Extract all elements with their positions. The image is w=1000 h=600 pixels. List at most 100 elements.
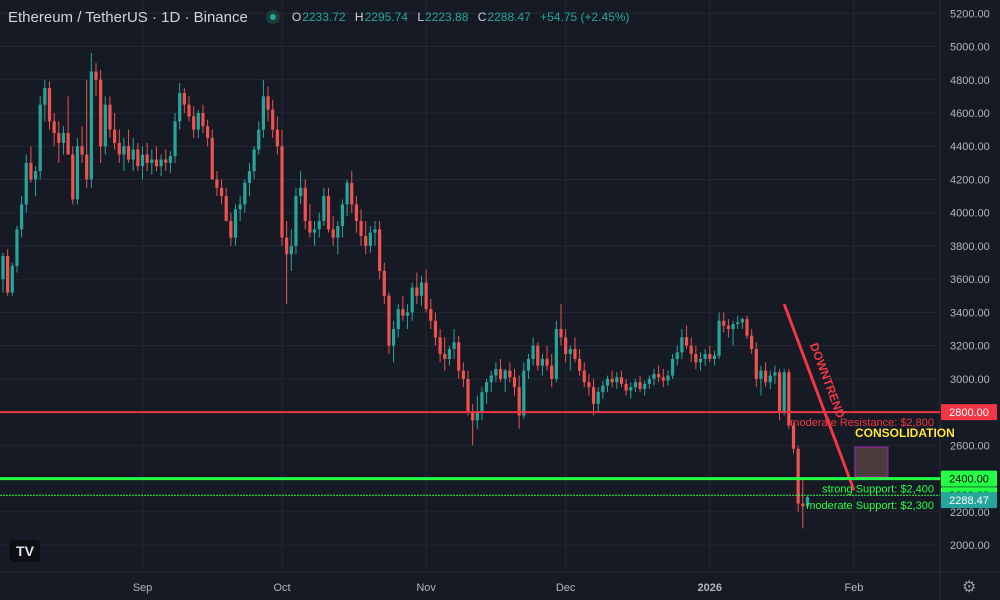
candle-body <box>57 132 61 143</box>
low-label: L <box>417 10 425 24</box>
candle-body <box>247 171 252 183</box>
candle-body <box>689 345 693 354</box>
candle-body <box>52 121 56 133</box>
candle-body <box>777 372 782 413</box>
candle-body <box>638 382 642 389</box>
candle-body <box>461 370 465 379</box>
candle-body <box>731 324 735 330</box>
tradingview-logo[interactable]: TV <box>10 540 40 562</box>
candle-body <box>573 348 577 359</box>
candle-body <box>601 385 605 393</box>
candle-body <box>233 209 238 238</box>
resistance-label: moderate Resistance: $2,800 <box>790 417 934 429</box>
candle-body <box>243 182 247 205</box>
candle-body <box>415 287 419 296</box>
symbol-title[interactable]: Ethereum / TetherUS · 1D · Binance <box>8 8 248 26</box>
candle-body <box>266 96 270 110</box>
y-tick-label: 3800.00 <box>950 241 990 253</box>
gear-icon[interactable]: ⚙ <box>962 579 977 596</box>
price-tag-label: 2400.00 <box>949 474 989 486</box>
candle-body <box>647 378 651 384</box>
candle-body <box>457 342 461 371</box>
low-value: 2223.88 <box>425 10 469 24</box>
candle-body <box>652 373 656 379</box>
candle-body <box>15 229 19 266</box>
candle-body <box>582 370 586 383</box>
candle-body <box>475 412 479 421</box>
candle-body <box>736 322 740 325</box>
candle-body <box>396 309 400 330</box>
support-label: strong Support: $2,400 <box>822 484 934 496</box>
y-tick-label: 2000.00 <box>950 540 990 552</box>
candle-body <box>675 352 679 359</box>
candle-body <box>791 425 796 449</box>
candle-body <box>550 365 554 379</box>
y-tick-label: 4000.00 <box>950 208 990 220</box>
candle-body <box>219 187 224 197</box>
candle-body <box>429 309 433 321</box>
candle-body <box>559 329 563 338</box>
candle-body <box>605 378 610 386</box>
close-label: C <box>477 10 487 24</box>
candle-body <box>168 156 172 163</box>
candle-body <box>159 159 163 167</box>
candle-body <box>173 121 177 157</box>
candle-body <box>405 312 410 316</box>
candle-body <box>289 245 293 255</box>
candle-body <box>280 146 284 238</box>
y-tick-label: 2200.00 <box>950 507 990 519</box>
candle-body <box>508 370 512 378</box>
candle-body <box>308 221 312 233</box>
candle-body <box>61 132 66 143</box>
candle-body <box>24 162 28 205</box>
candle-body <box>238 204 242 210</box>
candle-body <box>615 377 619 383</box>
candle-body <box>610 378 614 383</box>
candle-body <box>568 348 572 354</box>
candle-body <box>136 149 140 167</box>
price-tag <box>941 470 997 487</box>
candle-body <box>671 358 675 376</box>
candle-body <box>164 159 168 163</box>
candle-body <box>805 497 810 507</box>
candle-body <box>684 337 689 346</box>
candle-body <box>368 232 372 246</box>
y-tick-label: 2600.00 <box>950 440 990 452</box>
candle-body <box>131 149 135 160</box>
candle-body <box>694 353 698 363</box>
candle-body <box>43 88 47 105</box>
candle-body <box>740 319 744 323</box>
change-value: +54.75 (+2.45%) <box>540 10 630 24</box>
candle-body <box>536 345 540 366</box>
candle-body <box>322 196 326 222</box>
candle-body <box>587 382 591 388</box>
candle-body <box>443 353 447 359</box>
open-value: 2233.72 <box>302 10 346 24</box>
candle-body <box>99 79 103 147</box>
candle-body <box>503 370 507 379</box>
x-tick-label: Nov <box>416 582 436 594</box>
y-tick-label: 4600.00 <box>950 108 990 120</box>
candle-body <box>317 221 321 230</box>
support-label: moderate Support: $2,300 <box>806 500 934 512</box>
candle-body <box>447 348 451 359</box>
candle-body <box>494 368 498 376</box>
y-tick-label: 4200.00 <box>950 174 990 186</box>
candle-body <box>540 358 544 366</box>
candle-body <box>438 337 442 354</box>
candle-body <box>299 187 303 197</box>
candle-body <box>364 235 368 246</box>
candle-body <box>359 221 363 236</box>
close-value: 2288.47 <box>487 10 531 24</box>
last-price-tag <box>941 492 997 509</box>
candle-body <box>722 320 726 326</box>
candle-body <box>643 383 647 389</box>
downtrend-line[interactable] <box>782 303 856 491</box>
consolidation-label: CONSOLIDATION <box>855 426 955 440</box>
candle-body <box>698 358 703 363</box>
price-tag <box>941 404 997 421</box>
y-tick-label: 3000.00 <box>950 374 990 386</box>
candle-body <box>326 196 331 230</box>
